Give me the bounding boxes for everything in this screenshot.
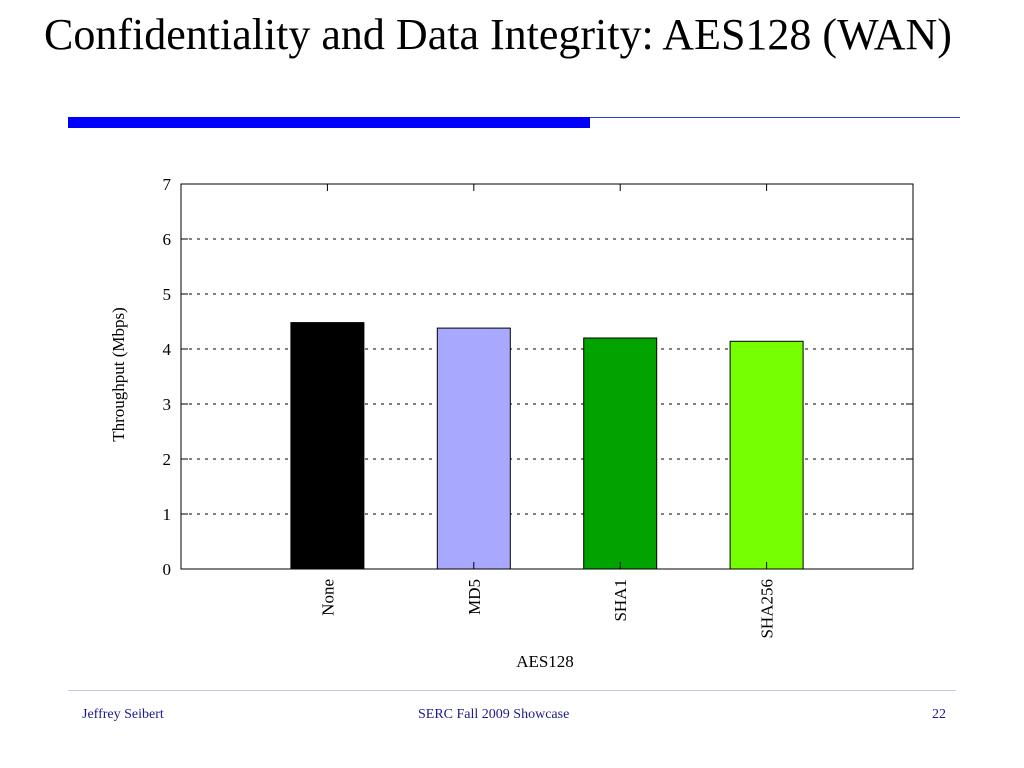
throughput-bar-chart: 0 1 2 3 4 5 6 7 None MD5 SHA1 SHA256 Throughput (Mb… [109,175,914,671]
footer-author: Jeffrey Seibert [82,707,164,722]
bar-sha256 [729,340,804,570]
y-tick-label: 4 [163,340,172,359]
slide-title: Confidentiality and Data Integrity: AES1… [44,10,952,59]
y-tick-label: 5 [163,285,172,304]
y-axis-label: Throughput (Mbps) [109,307,128,442]
x-tick-label: None [318,579,337,616]
footer-page-number: 22 [932,707,946,722]
x-tick-label: MD5 [465,579,484,615]
y-tick-label: 0 [163,560,172,579]
x-tick-label: SHA256 [758,579,777,639]
chart-ticks [181,183,913,570]
bar-md5 [436,327,511,570]
x-tick-label: SHA1 [611,579,630,622]
bar-none [290,322,365,570]
chart-tick-labels: 0 1 2 3 4 5 6 7 None MD5 SHA1 SHA256 [163,175,777,639]
y-tick-label: 3 [163,395,172,414]
bar-sha1 [583,337,658,570]
title-accent-bar [68,117,590,128]
y-tick-label: 7 [163,175,172,194]
plot-frame [180,183,914,570]
y-tick-label: 6 [163,230,172,249]
footer-event: SERC Fall 2009 Showcase [418,707,570,722]
y-tick-label: 2 [163,450,172,469]
x-axis-label: AES128 [516,652,574,671]
footer-rule [68,690,956,691]
chart-bars [290,322,804,570]
y-tick-label: 1 [163,505,172,524]
